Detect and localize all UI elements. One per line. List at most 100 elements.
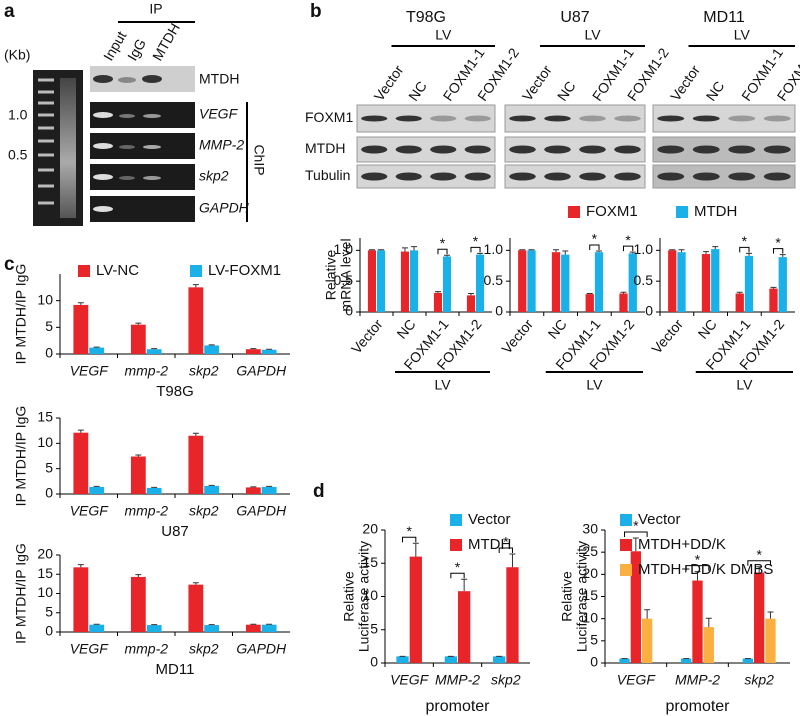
error-bar — [669, 249, 676, 251]
lane-label: Vector — [371, 62, 407, 104]
significance-label: * — [695, 551, 701, 567]
error-bar — [401, 247, 408, 252]
y-tick-label: 0 — [645, 303, 653, 319]
error-bar — [411, 246, 418, 251]
legend-swatch — [620, 564, 632, 576]
group-label: LV — [435, 27, 452, 43]
error-bar — [467, 293, 474, 296]
x-tick-label: NC — [694, 316, 719, 342]
error-bar — [509, 553, 516, 568]
row-label: FOXM1 — [305, 109, 353, 125]
row-label: MMP-2 — [199, 137, 244, 153]
y-tick-label: 10 — [37, 434, 53, 450]
y-axis-label: Luciferase activity — [356, 541, 372, 652]
bar — [130, 576, 146, 632]
significance-label: * — [742, 233, 748, 249]
y-tick-label: 1.0 — [484, 241, 504, 257]
blot-band — [544, 172, 571, 181]
y-axis-label: IP MTDH/IP IgG — [13, 264, 29, 365]
x-tick-label: GAPDH — [236, 363, 287, 379]
blot-band — [692, 115, 720, 122]
y-tick-label: 5 — [45, 459, 53, 475]
error-bar — [705, 617, 712, 628]
bar — [619, 658, 630, 663]
bar — [130, 456, 146, 494]
significance-label: * — [756, 546, 762, 562]
error-bar — [746, 252, 753, 256]
y-tick-label: 5 — [45, 603, 53, 619]
y-tick-label: 1.0 — [334, 241, 354, 257]
panel-letter: c — [4, 254, 15, 275]
blot-band — [395, 145, 422, 154]
y-tick-label: 0 — [45, 623, 53, 639]
bar — [551, 252, 561, 312]
bar — [146, 625, 162, 632]
error-bar — [378, 249, 385, 251]
bar — [377, 250, 386, 312]
y-tick-label: 20 — [362, 521, 378, 537]
error-bar — [586, 293, 593, 295]
legend-label: FOXM1 — [586, 203, 638, 220]
y-tick-label: 0.5 — [334, 272, 354, 288]
bar — [628, 253, 637, 312]
bar — [506, 567, 519, 663]
bar — [778, 257, 787, 312]
blot-band — [464, 172, 491, 181]
error-bar — [596, 250, 603, 253]
blot-band — [657, 115, 685, 122]
x-tick-label: Vector — [348, 316, 386, 357]
y-tick-label: 30 — [582, 521, 598, 537]
x-tick-label: VEGF — [390, 672, 430, 688]
blot-band — [579, 145, 606, 154]
significance-bracket — [747, 560, 771, 566]
blot-band — [614, 172, 641, 181]
bar — [261, 349, 277, 354]
y-tick-label: 0 — [495, 303, 503, 319]
error-bar — [629, 251, 636, 254]
legend-swatch — [620, 514, 632, 526]
y-tick-label: 5 — [370, 620, 378, 636]
bar — [261, 624, 277, 632]
y-tick-label: 10 — [37, 291, 53, 307]
bar — [493, 656, 506, 663]
blot-band — [395, 172, 422, 181]
error-bar — [368, 249, 375, 251]
bar — [703, 627, 714, 663]
error-bar — [434, 291, 441, 293]
legend-label: MTDH — [694, 203, 737, 220]
bar — [466, 295, 475, 312]
bar — [188, 435, 204, 494]
chart-title: U87 — [161, 523, 189, 540]
blot — [652, 164, 796, 189]
bar — [735, 293, 744, 312]
bar — [73, 567, 89, 632]
error-bar — [266, 348, 273, 350]
legend-swatch — [676, 206, 688, 218]
group-label: LV — [584, 27, 601, 43]
y-tick-label: 0.5 — [484, 272, 504, 288]
error-bar — [477, 252, 484, 255]
bar — [630, 551, 641, 663]
bar — [701, 254, 711, 312]
y-tick-label: 15 — [362, 554, 378, 570]
x-tick-label: VEGF — [70, 503, 110, 519]
legend-swatch — [78, 265, 90, 277]
x-tick-label: skp2 — [189, 641, 219, 657]
x-tick-label: Vector — [648, 316, 686, 357]
error-bar — [77, 564, 84, 568]
legend-swatch — [568, 206, 580, 218]
significance-bracket — [498, 547, 513, 553]
lane-label: NC — [554, 78, 579, 104]
error-bar — [644, 609, 651, 619]
x-tick-label: skp2 — [189, 363, 219, 379]
y-axis-label: IP MTDH/IP IgG — [13, 406, 29, 507]
y-tick-label: 15 — [37, 565, 53, 581]
y-axis-label: Luciferase activity — [574, 541, 590, 652]
error-bar — [562, 250, 569, 255]
y-tick-label: 20 — [37, 546, 53, 562]
bar — [744, 255, 754, 312]
ladder-label: 1.0 — [8, 107, 28, 123]
bar — [458, 591, 471, 663]
bar — [146, 349, 162, 354]
error-bar — [694, 571, 701, 581]
